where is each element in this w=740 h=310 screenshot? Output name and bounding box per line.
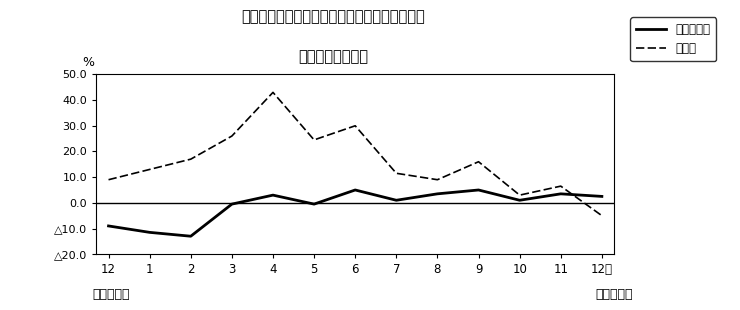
Text: 第２図　所定外労働時間　対前年同月比の推移: 第２図 所定外労働時間 対前年同月比の推移 (241, 9, 425, 24)
Text: 平成２４年: 平成２４年 (596, 288, 633, 301)
Text: %: % (82, 56, 94, 69)
Text: （規模５人以上）: （規模５人以上） (298, 50, 368, 64)
Legend: 調査産業計, 製造業: 調査産業計, 製造業 (630, 17, 716, 61)
Text: 平成２３年: 平成２３年 (92, 288, 130, 301)
